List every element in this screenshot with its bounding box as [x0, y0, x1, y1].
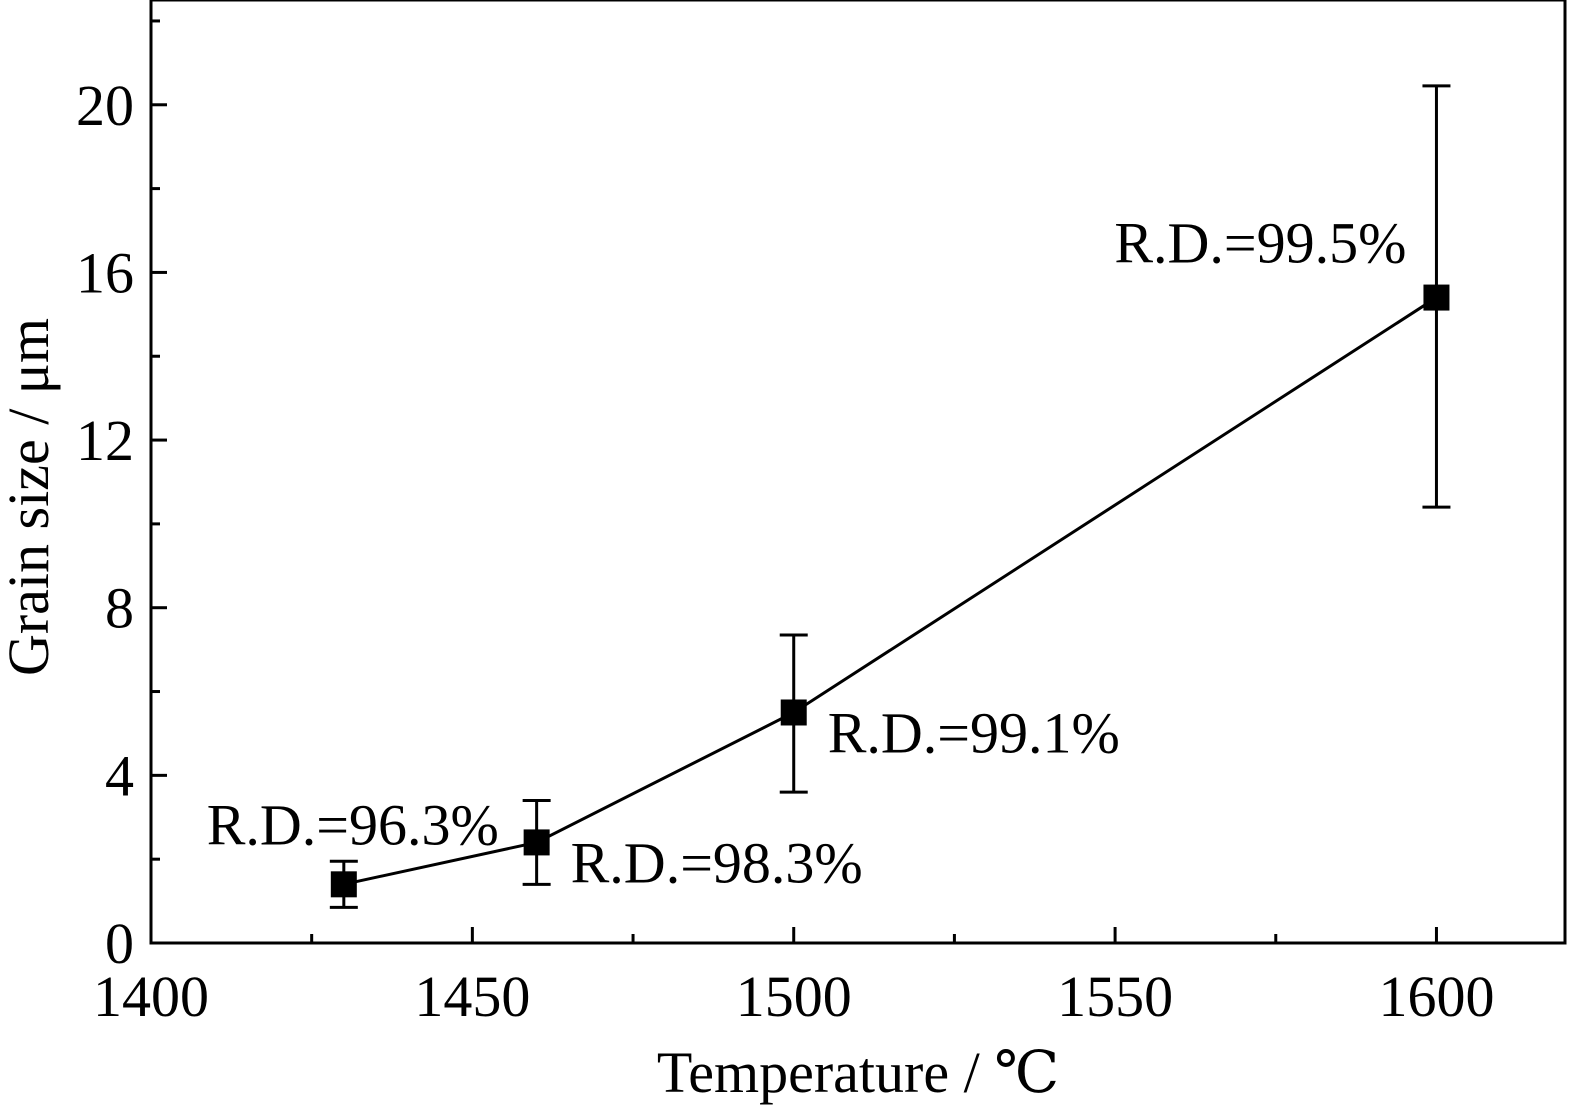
y-tick-label: 12 [76, 408, 134, 473]
series-line [343, 296, 1438, 886]
relative-density-label: R.D.=99.5% [1114, 211, 1406, 276]
plot-frame [149, 0, 1567, 945]
x-tick-label: 1500 [736, 964, 852, 1029]
tick-labels: 1400 1450 1500 1550 1600 0 4 8 12 16 20 [76, 73, 1494, 1029]
relative-density-label: R.D.=96.3% [207, 792, 499, 857]
x-tick-label: 1600 [1378, 964, 1494, 1029]
y-tick-label: 4 [105, 743, 134, 808]
y-axis-label: Grain size / μm [0, 318, 61, 676]
y-tick-label: 8 [105, 576, 134, 641]
data-point-marker [330, 871, 357, 898]
annotations: R.D.=96.3% R.D.=98.3% R.D.=99.1% R.D.=99.5% [207, 211, 1407, 896]
relative-density-label: R.D.=98.3% [571, 830, 863, 895]
data-point-marker [1423, 284, 1450, 311]
x-tick-label: 1550 [1057, 964, 1173, 1029]
relative-density-label: R.D.=99.1% [828, 700, 1120, 765]
x-tick-label: 1400 [93, 964, 209, 1029]
y-tick-label: 20 [76, 73, 134, 138]
axis-ticks [149, 19, 1438, 945]
data-series [329, 84, 1451, 909]
y-tick-label: 0 [105, 911, 134, 976]
data-point-marker [780, 699, 807, 726]
x-tick-label: 1450 [414, 964, 530, 1029]
y-tick-label: 16 [76, 240, 134, 305]
x-axis-label: Temperature / ℃ [657, 1040, 1059, 1105]
data-point-marker [523, 829, 550, 856]
